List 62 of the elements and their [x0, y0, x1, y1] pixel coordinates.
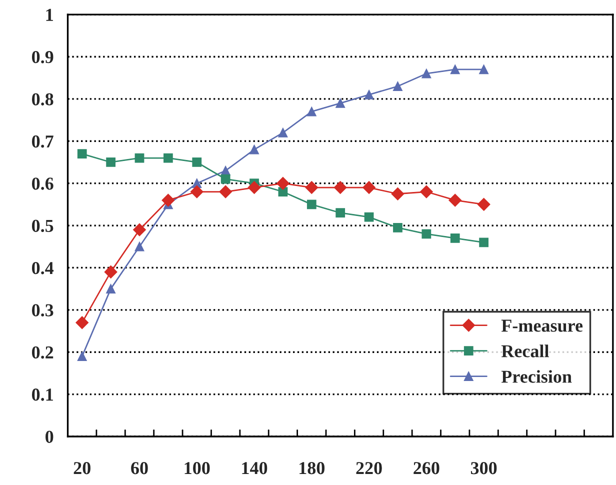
point — [305, 181, 318, 194]
legend-label: Recall — [501, 344, 549, 358]
point — [393, 82, 402, 91]
legend-label: F-measure — [501, 320, 583, 332]
point — [162, 194, 175, 207]
point — [450, 233, 460, 243]
point — [334, 181, 347, 194]
point — [364, 90, 374, 100]
y-tick-label: 0.2 — [32, 346, 54, 359]
x-tick-label: 300 — [470, 462, 497, 474]
point — [393, 222, 402, 232]
point — [219, 185, 232, 198]
point — [248, 181, 261, 194]
point — [77, 352, 87, 362]
y-tick-label: 0.8 — [32, 93, 54, 106]
point — [164, 153, 173, 163]
x-tick-label: 100 — [184, 462, 210, 474]
point — [220, 174, 230, 184]
point — [250, 144, 259, 154]
x-tick-label: 140 — [242, 462, 268, 474]
point — [479, 64, 488, 74]
point — [134, 153, 144, 163]
y-tick-label: 0.9 — [32, 51, 54, 64]
point — [190, 185, 204, 198]
y-tick-label: 0.6 — [32, 178, 54, 190]
point — [76, 316, 89, 329]
y-tick-label: 0.4 — [32, 262, 54, 274]
point — [306, 200, 316, 210]
y-tick-label: 0.1 — [32, 388, 53, 401]
point — [134, 242, 144, 252]
point — [420, 185, 433, 198]
y-tick-label: 0.7 — [32, 135, 54, 148]
point — [278, 128, 288, 138]
point — [422, 229, 432, 239]
point — [133, 223, 146, 236]
point — [477, 198, 490, 211]
point — [364, 212, 374, 222]
point — [106, 158, 116, 167]
x-tick-label: 260 — [414, 462, 440, 474]
point — [306, 106, 316, 116]
point — [106, 284, 116, 294]
point — [104, 266, 118, 278]
x-tick-label: 60 — [131, 462, 148, 474]
y-tick-label: 0.5 — [32, 220, 54, 232]
point — [276, 176, 290, 190]
point — [362, 181, 376, 194]
point — [450, 64, 460, 74]
point — [77, 149, 87, 158]
x-tick-label: 220 — [356, 462, 382, 474]
point — [336, 98, 346, 108]
legend-label: Precision — [501, 370, 572, 383]
y-tick-label: 0 — [46, 430, 54, 443]
point — [391, 187, 404, 200]
point — [448, 194, 462, 207]
point — [336, 208, 346, 218]
y-tick-label: 1 — [46, 8, 53, 21]
x-tick-label: 20 — [74, 462, 90, 474]
point — [192, 158, 202, 167]
point — [479, 238, 488, 248]
point — [422, 68, 432, 78]
y-tick-label: 0.3 — [32, 304, 54, 316]
x-tick-label: 180 — [300, 462, 324, 474]
